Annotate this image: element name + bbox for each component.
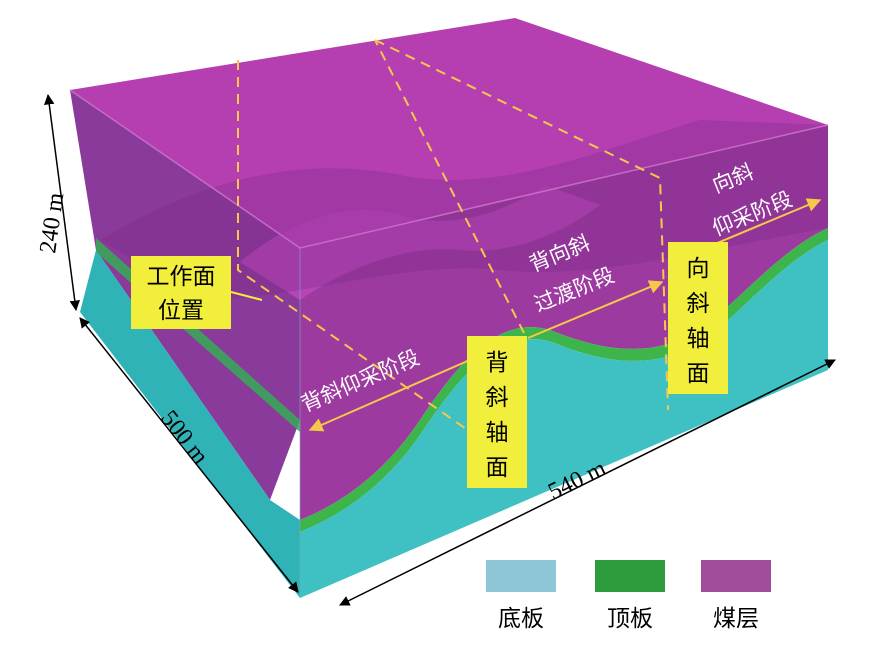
legend: 底板 顶板 煤层	[486, 560, 771, 632]
workface-label-1: 工作面	[147, 264, 216, 290]
syncline-axis-char-4: 面	[687, 361, 710, 387]
legend-swatch-roof	[595, 560, 665, 592]
workface-pointer	[230, 291, 263, 301]
anticline-axis-char-2: 斜	[486, 385, 509, 411]
anticline-axial-plane	[237, 39, 526, 472]
transition-stage-arrow	[527, 280, 664, 339]
dimension-lines	[44, 93, 836, 606]
anticline-axis-char-1: 背	[486, 350, 509, 376]
syncline-axial-plane	[374, 39, 669, 411]
syncline-axis-box: 向 斜 轴 面	[668, 242, 728, 394]
depth-dimension	[79, 317, 299, 593]
legend-swatch-floor	[486, 560, 556, 592]
anticline-axis-char-3: 轴	[486, 420, 509, 446]
syncline-axis-char-2: 斜	[687, 291, 710, 317]
height-label: 240 m	[35, 191, 69, 255]
width-dimension	[339, 359, 836, 606]
coal-seam-surface	[240, 185, 600, 300]
height-dimension	[44, 93, 80, 312]
legend-label-roof: 顶板	[607, 606, 653, 632]
workface-box: 工作面 位置	[131, 256, 231, 329]
syncline-axis-char-1: 向	[687, 256, 710, 282]
top-face	[70, 18, 828, 248]
legend-label-floor: 底板	[498, 606, 544, 632]
legend-swatch-coal	[701, 560, 771, 592]
anticline-axis-box: 背 斜 轴 面	[467, 336, 527, 488]
legend-label-coal: 煤层	[713, 606, 759, 632]
anticline-axis-char-4: 面	[486, 455, 509, 481]
axial-planes	[237, 39, 669, 472]
workface-label-2: 位置	[158, 298, 204, 324]
syncline-axis-char-3: 轴	[687, 326, 710, 352]
